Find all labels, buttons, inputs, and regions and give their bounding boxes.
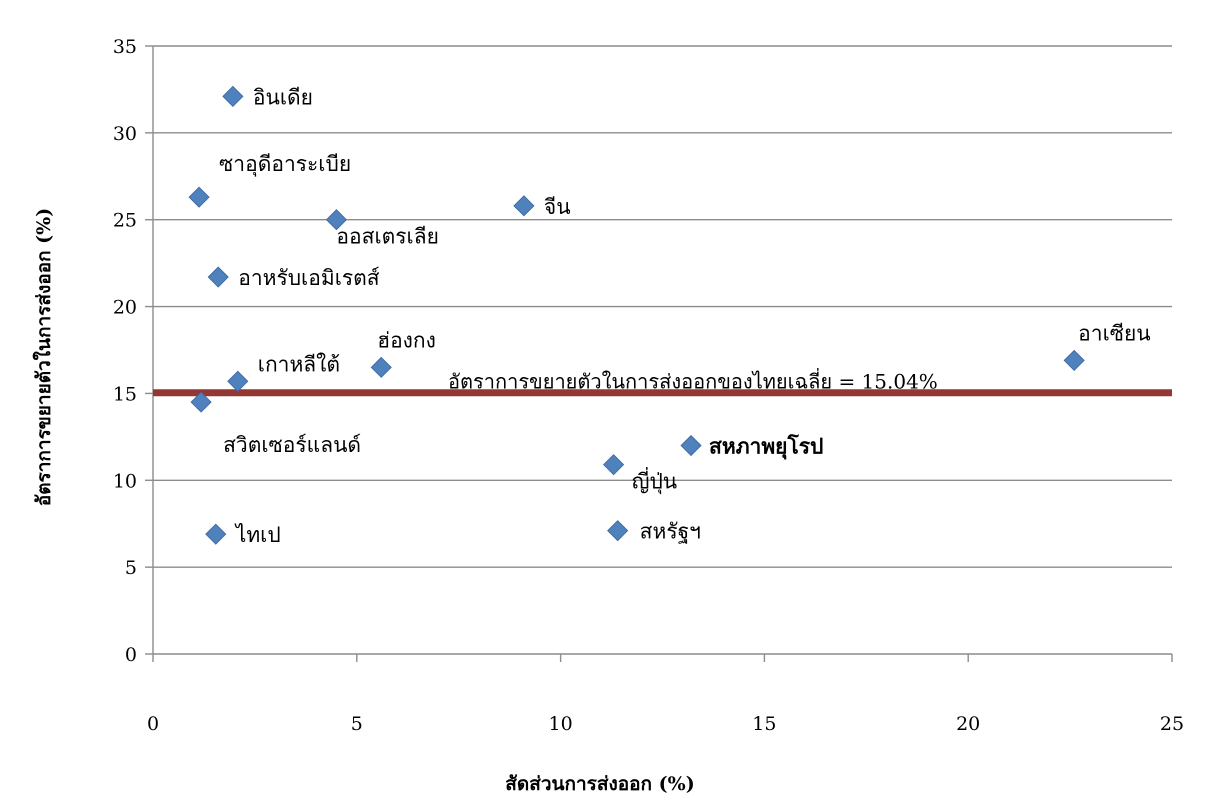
point-5: [227, 370, 249, 392]
y-tick-label-0: 0: [125, 644, 137, 666]
point-3: [513, 195, 535, 217]
point-label-12: สหรัฐฯ: [640, 520, 701, 544]
point-label-10: สหภาพยุโรป: [709, 434, 823, 461]
point-label-2: ออสเตรเลีย: [336, 225, 439, 249]
y-tick-label-15: 15: [113, 383, 137, 405]
y-axis-title: อัตราการขยายตัวในการส่งออก (%): [32, 208, 55, 506]
y-tick-label-30: 30: [113, 123, 137, 145]
x-tick-label-5: 5: [351, 713, 363, 735]
point-label-1: ซาอุดีอาระเบีย: [219, 152, 351, 177]
x-tick-label-0: 0: [147, 713, 159, 735]
reference-line-label: อัตราการขยายตัวในการส่งออกของไทยเฉลี่ย =…: [448, 368, 938, 394]
point-label-8: อาเซียน: [1078, 321, 1151, 345]
x-tick-label-15: 15: [752, 713, 776, 735]
y-tick-label-35: 35: [113, 36, 137, 58]
point-9: [603, 454, 625, 476]
point-11: [205, 523, 227, 545]
reference-line-group: อัตราการขยายตัวในการส่งออกของไทยเฉลี่ย =…: [153, 368, 1172, 397]
point-label-7: สวิตเซอร์แลนด์: [223, 433, 361, 457]
y-tick-label-10: 10: [113, 470, 137, 492]
point-2: [325, 209, 347, 231]
x-tick-label-25: 25: [1160, 713, 1184, 735]
point-label-0: อินเดีย: [253, 85, 313, 109]
point-label-5: เกาหลีใต้: [258, 352, 340, 376]
y-tick-label-5: 5: [125, 557, 137, 579]
y-tick-label-20: 20: [113, 297, 137, 319]
point-8: [1063, 349, 1085, 371]
point-7: [190, 391, 212, 413]
point-label-4: อาหรับเอมิเรตส์: [238, 266, 380, 290]
point-label-6: ฮ่องกง: [377, 328, 436, 352]
point-6: [370, 356, 392, 378]
x-tick-label-20: 20: [956, 713, 980, 735]
point-1: [188, 186, 210, 208]
point-10: [680, 434, 702, 457]
y-tick-label-25: 25: [113, 210, 137, 232]
point-label-11: ไทเป: [234, 523, 281, 547]
data-points: [188, 85, 1085, 545]
point-0: [222, 85, 244, 107]
point-label-9: ญี่ปุ่น: [632, 467, 678, 495]
axes: 0 5 10 15 20 25 30 35 0 5 10 15 20 25: [113, 36, 1184, 735]
point-label-3: จีน: [544, 195, 571, 219]
point-12: [607, 520, 629, 542]
x-axis-title: สัดส่วนการส่งออก (%): [505, 773, 694, 795]
x-tick-label-10: 10: [549, 713, 573, 735]
point-4: [207, 266, 229, 288]
